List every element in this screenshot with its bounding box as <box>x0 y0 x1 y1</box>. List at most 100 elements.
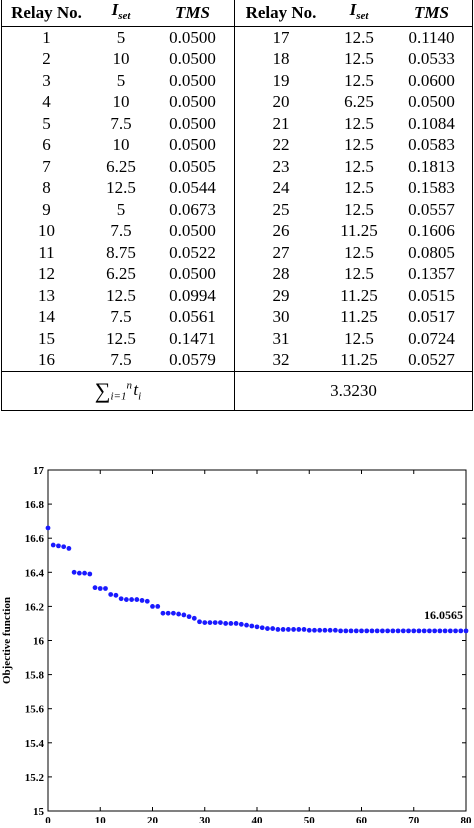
tms-cell: 0.0500 <box>169 92 216 112</box>
relay-cell: 9 <box>1 198 91 221</box>
tms-cell: 0.0515 <box>391 284 473 307</box>
data-point <box>56 543 61 549</box>
tms-cell: 0.0517 <box>391 306 473 328</box>
relay-cell: 30 <box>234 306 327 328</box>
iset-cell: 12.5 <box>344 328 374 348</box>
table-row: 8 12.5 0.0544 24 12.5 0.1583 <box>1 177 473 199</box>
table-row: 10 7.5 0.0500 26 11.25 0.1606 <box>1 220 473 242</box>
table-row: 13 12.5 0.0994 29 11.25 0.0515 <box>1 284 473 307</box>
data-point <box>45 525 51 531</box>
data-point <box>275 627 281 632</box>
sum-value: 3.3230 <box>234 371 473 411</box>
iset-cell: 6.25 <box>106 264 136 284</box>
data-point <box>322 627 328 633</box>
relay-cell: 29 <box>234 284 327 307</box>
data-point <box>296 627 302 632</box>
iset-cell: 11.25 <box>340 285 378 305</box>
sum-expression: ∑i=1n ti <box>1 371 235 411</box>
table-row: 12 6.25 0.0500 28 12.5 0.1357 <box>1 263 473 285</box>
header-tms-right: TMS <box>391 0 473 27</box>
tms-cell: 0.0673 <box>169 199 216 219</box>
header-iset-left: Iset <box>91 0 151 27</box>
x-tick-label: 60 <box>356 815 368 823</box>
iset-cell: 12.5 <box>106 328 136 348</box>
data-point <box>291 627 296 632</box>
iset-cell: 12.5 <box>344 242 374 262</box>
y-tick-label: 15.4 <box>25 738 45 750</box>
data-point <box>181 612 187 618</box>
x-tick-label: 70 <box>408 815 420 823</box>
data-point <box>463 628 469 634</box>
data-point <box>306 627 312 633</box>
data-point <box>66 546 72 551</box>
data-point <box>353 628 359 634</box>
data-point <box>134 597 140 602</box>
table-row: 7 6.25 0.0505 23 12.5 0.1813 <box>1 155 473 178</box>
data-point <box>97 586 103 591</box>
sum-row: ∑i=1n ti 3.3230 <box>1 371 473 411</box>
iset-cell: 11.25 <box>340 307 378 327</box>
table-header-row: Relay No. Iset TMS Relay No. Iset TMS <box>1 0 473 27</box>
data-point <box>453 628 458 634</box>
iset-cell: 12.5 <box>344 49 374 69</box>
iset-cell: 5 <box>116 199 126 219</box>
y-tick-label: 15.8 <box>25 670 45 682</box>
data-point <box>406 628 411 634</box>
x-tick-label: 30 <box>199 815 211 823</box>
table-body: 1 5 0.0500 17 12.5 0.1140 2 10 0.0500 18 12.5 0.053… <box>1 26 473 372</box>
header-relay-no-right: Relay No. <box>234 0 327 27</box>
data-point <box>332 627 338 633</box>
relay-cell: 7 <box>1 155 91 178</box>
data-point <box>197 619 202 625</box>
relay-cell: 4 <box>1 91 91 113</box>
iset-cell: 6.25 <box>106 156 136 176</box>
data-point <box>416 628 422 634</box>
data-point <box>265 626 270 631</box>
relay-cell: 26 <box>234 220 327 242</box>
data-point <box>71 569 77 575</box>
data-point <box>191 615 197 621</box>
data-point <box>207 620 213 625</box>
relay-cell: 11 <box>1 241 91 264</box>
tms-cell: 0.0600 <box>391 70 473 92</box>
data-point <box>369 628 375 634</box>
iset-cell: 12.5 <box>344 113 374 133</box>
data-point <box>76 570 82 576</box>
tms-cell: 0.0505 <box>169 156 216 176</box>
tms-cell: 0.0500 <box>169 221 216 241</box>
relay-cell: 2 <box>1 48 91 70</box>
relay-cell: 17 <box>234 26 327 49</box>
data-point <box>374 628 380 634</box>
tms-cell: 0.0500 <box>169 70 216 90</box>
data-point <box>202 620 208 625</box>
iset-cell: 7.5 <box>110 350 132 370</box>
iset-cell: 12.5 <box>344 178 374 198</box>
tms-cell: 0.0500 <box>169 135 216 155</box>
iset-cell: 12.5 <box>344 199 374 219</box>
data-point <box>233 621 239 626</box>
relay-cell: 1 <box>1 26 91 49</box>
relay-cell: 12 <box>1 263 91 285</box>
data-point <box>212 620 218 625</box>
data-point <box>238 621 244 627</box>
data-point <box>244 622 249 628</box>
header-iset-right: Iset <box>327 0 391 27</box>
data-point <box>458 628 464 634</box>
iset-cell: 5 <box>116 27 126 47</box>
relay-cell: 13 <box>1 284 91 307</box>
iset-cell: 10 <box>112 92 130 112</box>
relay-cell: 6 <box>1 134 91 156</box>
iset-cell: 6.25 <box>344 92 374 112</box>
relay-settings-table: Relay No. Iset TMS Relay No. Iset TMS 1 5… <box>1 0 473 411</box>
relay-cell: 20 <box>234 91 327 113</box>
data-point <box>390 628 396 634</box>
relay-cell: 19 <box>234 70 327 92</box>
plot-frame <box>47 469 467 812</box>
tms-cell: 0.0561 <box>169 307 216 327</box>
table-row: 4 10 0.0500 20 6.25 0.0500 <box>1 91 473 113</box>
data-point <box>150 604 155 609</box>
tms-cell: 0.0805 <box>391 241 473 264</box>
data-point <box>50 542 56 548</box>
iset-cell: 12.5 <box>106 285 136 305</box>
data-point <box>432 628 438 634</box>
